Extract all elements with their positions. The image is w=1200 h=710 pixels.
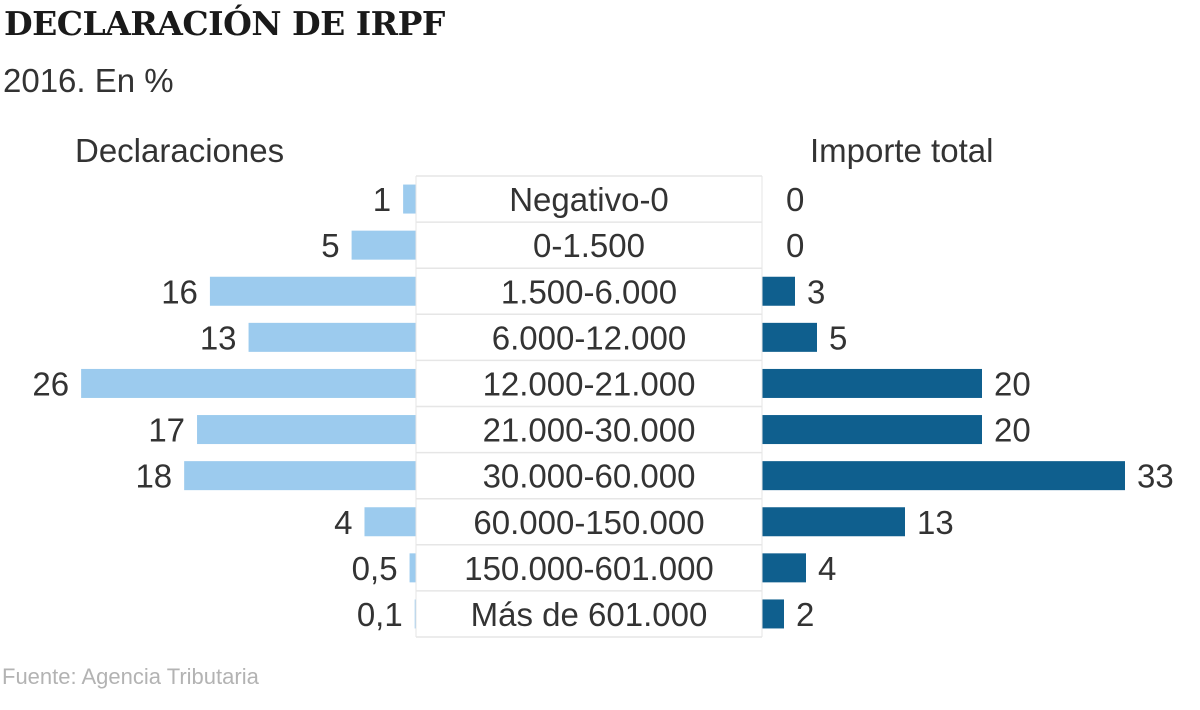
left-bar — [209, 276, 416, 306]
left-bar — [184, 461, 416, 491]
left-bar — [409, 553, 416, 583]
right-value-label: 33 — [1137, 458, 1174, 495]
right-value-label: 0 — [786, 181, 804, 218]
right-bar — [762, 461, 1125, 491]
category-label: 6.000-12.000 — [492, 319, 687, 356]
left-value-label: 1 — [373, 181, 391, 218]
category-label: Más de 601.000 — [471, 596, 708, 633]
right-value-label: 3 — [807, 273, 825, 310]
source-note: Fuente: Agencia Tributaria — [2, 664, 259, 689]
right-value-label: 20 — [994, 412, 1031, 449]
chart-subtitle: 2016. En % — [3, 62, 174, 99]
right-bar — [762, 368, 982, 398]
category-label: 30.000-60.000 — [483, 458, 696, 495]
left-bar — [414, 599, 416, 629]
left-bar — [364, 507, 416, 537]
left-value-label: 26 — [32, 365, 69, 402]
left-bar — [248, 322, 416, 352]
right-value-label: 5 — [829, 319, 847, 356]
chart-title: DECLARACIÓN DE IRPF — [4, 4, 445, 43]
left-value-label: 16 — [161, 273, 198, 310]
left-bar — [351, 230, 416, 260]
left-series-header: Declaraciones — [75, 132, 284, 169]
right-bar — [762, 415, 982, 445]
right-bar — [762, 276, 795, 306]
right-bar — [762, 599, 784, 629]
right-value-label: 20 — [994, 365, 1031, 402]
left-value-label: 5 — [321, 227, 339, 264]
right-series-header: Importe total — [810, 132, 993, 169]
category-label: 21.000-30.000 — [483, 412, 696, 449]
left-value-label: 18 — [135, 458, 172, 495]
left-bar — [81, 368, 417, 398]
right-value-label: 13 — [917, 504, 954, 541]
category-label: 150.000-601.000 — [464, 550, 714, 587]
left-value-label: 17 — [148, 412, 185, 449]
left-value-label: 13 — [200, 319, 237, 356]
left-value-label: 0,5 — [352, 550, 398, 587]
right-value-label: 0 — [786, 227, 804, 264]
category-label: 0-1.500 — [533, 227, 645, 264]
butterfly-bar-chart: Declaraciones Importe total Negativo-0 1 0 0-… — [32, 132, 1174, 638]
category-label: 60.000-150.000 — [473, 504, 704, 541]
category-label: Negativo-0 — [509, 181, 669, 218]
right-bar — [762, 553, 806, 583]
category-label: 12.000-21.000 — [483, 365, 696, 402]
right-bar — [762, 507, 905, 537]
right-value-label: 4 — [818, 550, 836, 587]
left-value-label: 0,1 — [357, 596, 403, 633]
right-value-label: 2 — [796, 596, 814, 633]
right-bar — [762, 322, 817, 352]
left-bar — [197, 415, 416, 445]
category-label: 1.500-6.000 — [501, 273, 677, 310]
left-value-label: 4 — [334, 504, 352, 541]
left-bar — [403, 184, 416, 214]
